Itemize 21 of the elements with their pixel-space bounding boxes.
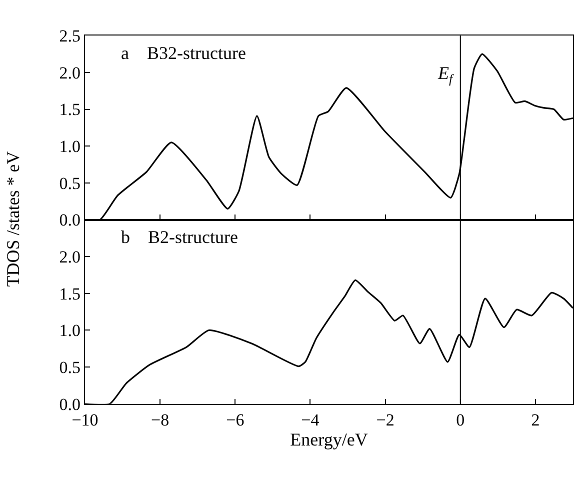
annotation: a B32-structure	[121, 43, 246, 63]
x-tick-label: −6	[226, 410, 244, 430]
y-tick-label: 2.0	[59, 63, 80, 82]
y-tick-label: 0.5	[59, 174, 80, 193]
y-tick-label: 1.0	[59, 137, 80, 156]
x-tick-label: −2	[376, 410, 394, 430]
y-tick-label: 0.0	[59, 210, 80, 230]
x-tick-label: 0	[456, 410, 465, 430]
y-axis-title: TDOS /states * eV	[3, 151, 24, 287]
x-tick-label: −8	[151, 410, 170, 430]
x-tick-label: 2	[531, 410, 540, 430]
y-tick-label: 0.5	[59, 358, 80, 378]
annotation: b B2-structure	[121, 227, 238, 247]
y-tick-label: 1.5	[59, 100, 80, 120]
ref-line-label: E$_{f}$	[437, 63, 454, 86]
y-tick-label: 1.5	[59, 284, 80, 304]
y-tick-label: 2.0	[59, 248, 80, 267]
y-tick-label: 2.5	[59, 26, 80, 46]
x-tick-label: −4	[301, 410, 320, 430]
y-tick-label: 1.0	[59, 321, 80, 340]
x-axis-title: Energy/eV	[290, 429, 368, 450]
